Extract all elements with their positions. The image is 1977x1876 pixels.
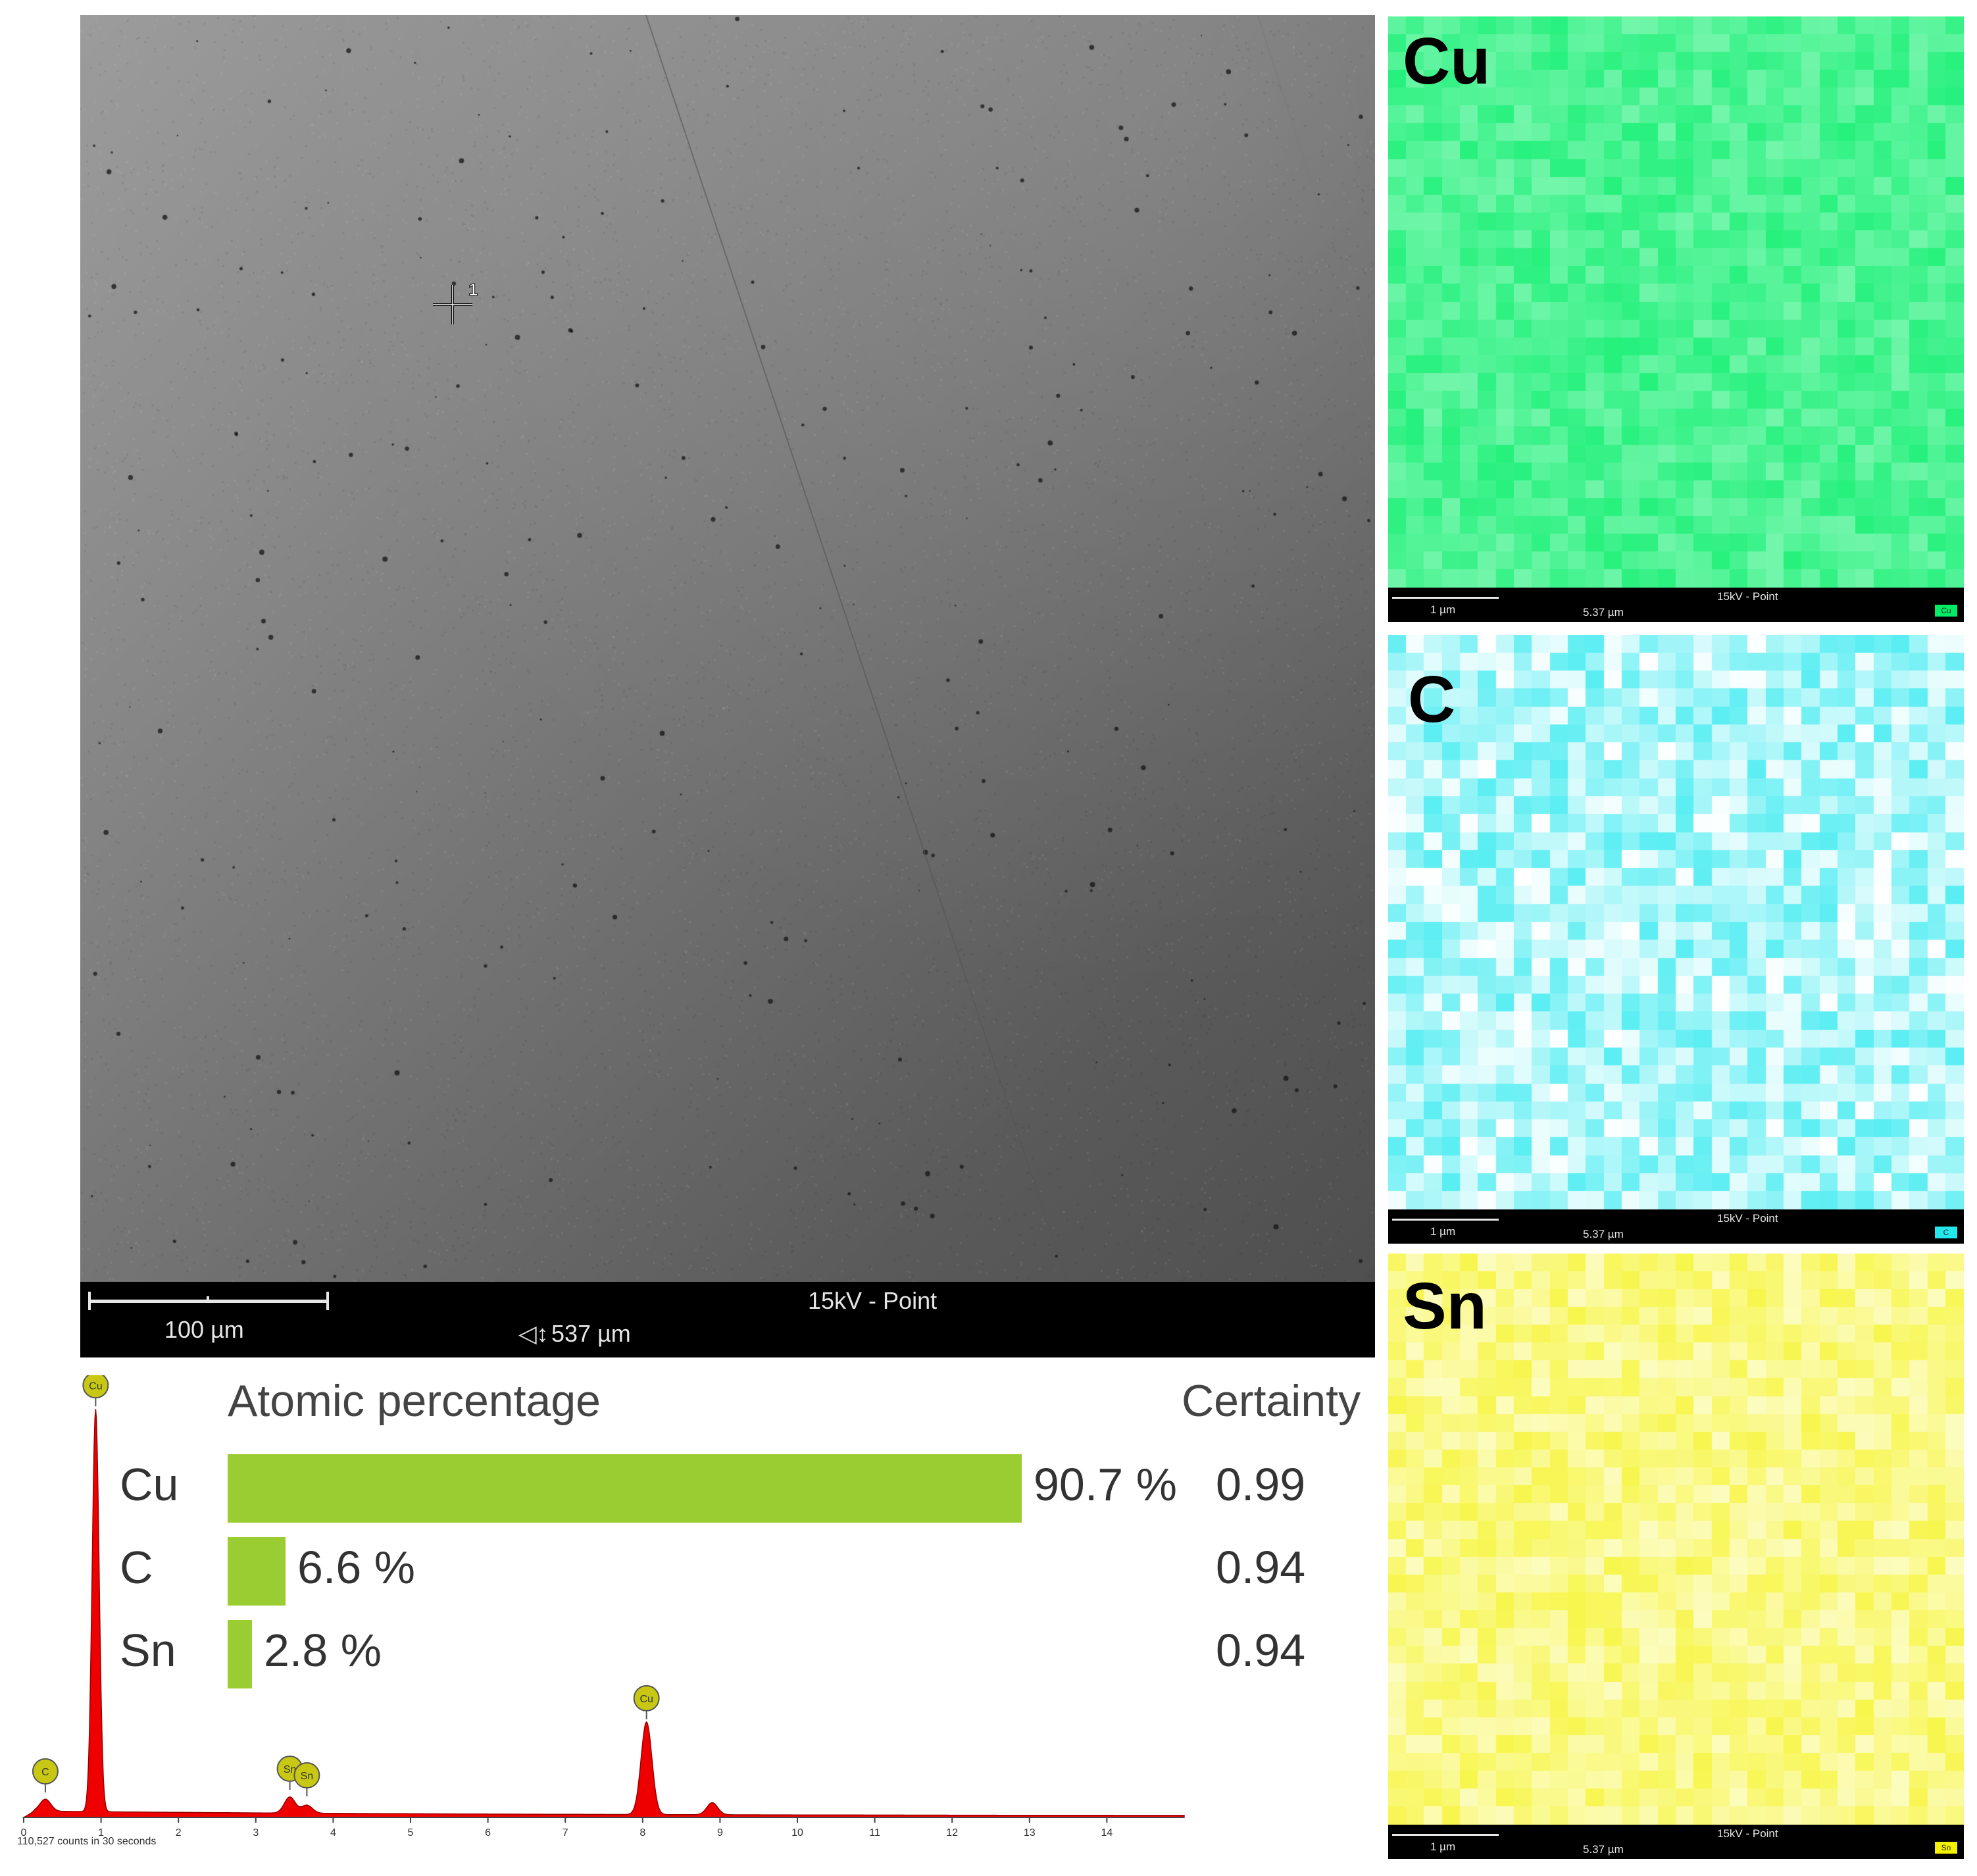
atomic-percentage-table: Atomic percentage Certainty Cu 90.7 % 0.… (105, 1375, 1388, 1717)
x-tick-label: 11 (869, 1827, 880, 1838)
atomic-row-bar (228, 1620, 252, 1688)
sem-info-bar: 100 µm 15kV - Point ◁↕ 537 µm (80, 1282, 1375, 1357)
sem-micrograph: 1 100 µm 15kV - Point ◁↕ 537 µm (80, 15, 1375, 1357)
atomic-header: Atomic percentage (228, 1376, 601, 1426)
peak-marker[interactable] (293, 1762, 320, 1788)
atomic-row-certainty: 0.94 (1216, 1542, 1306, 1593)
x-tick-label: 7 (563, 1827, 568, 1838)
x-tick-label: 10 (791, 1827, 803, 1838)
element-chip: Cu (1935, 605, 1957, 617)
peak-marker[interactable] (32, 1758, 59, 1785)
scale-bar-tick-left (88, 1292, 91, 1310)
x-tick-label: 6 (485, 1827, 491, 1838)
x-tick-label: 9 (717, 1827, 723, 1838)
peak-marker-label: Cu (89, 1381, 102, 1392)
scale-bar-line (1392, 1219, 1499, 1221)
mode-label: 15kV - Point (1717, 1827, 1778, 1840)
element-map-pixels (1388, 1254, 1964, 1825)
field-width-icon: ◁↕ (518, 1320, 549, 1347)
scale-bar-label: 1 µm (1430, 603, 1456, 616)
atomic-row-bar (228, 1537, 286, 1606)
mode-label: 15kV - Point (1717, 590, 1778, 603)
atomic-row-value: 6.6 % (297, 1542, 415, 1593)
x-tick-label: 8 (639, 1827, 645, 1838)
scale-bar-label: 100 µm (164, 1316, 244, 1343)
x-tick-label: 12 (946, 1827, 958, 1838)
element-map-info-bar: 1 µm 15kV - Point 5.37 µm Sn (1388, 1825, 1964, 1859)
scale-bar-label: 1 µm (1430, 1840, 1456, 1853)
element-map-pixels (1388, 635, 1964, 1209)
atomic-row-value: 90.7 % (1034, 1459, 1177, 1510)
sem-texture (80, 15, 1375, 1282)
atomic-row-element: Cu (120, 1459, 179, 1510)
element-map-label: Sn (1403, 1269, 1487, 1343)
field-width-label: 5.37 µm (1583, 606, 1624, 619)
atomic-row-bar (228, 1454, 1022, 1523)
x-tick-label: 14 (1101, 1827, 1113, 1838)
eds-spectrum: 0 1 2 3 4 5 6 7 8 9 10 11 12 13 14 C Cu Sn Sn Cu 110,527 co… (13, 1375, 1197, 1862)
peak-marker-label: Sn (284, 1764, 297, 1775)
x-tick-label: 4 (330, 1827, 336, 1838)
element-map-info-bar: 1 µm 15kV - Point 5.37 µm C (1388, 1209, 1964, 1244)
peak-marker[interactable] (633, 1685, 660, 1711)
peak-marker[interactable] (82, 1375, 109, 1399)
x-tick-label: 3 (253, 1827, 259, 1838)
peak-marker-label: C (41, 1767, 49, 1778)
scale-bar-line (1392, 1834, 1499, 1836)
element-map-c: C 1 µm 15kV - Point 5.37 µm C (1388, 635, 1964, 1244)
sem-scratch-lines (645, 15, 1375, 1282)
atomic-row-certainty: 0.99 (1216, 1459, 1306, 1510)
mode-label: 15kV - Point (808, 1287, 938, 1314)
spectrum-area (22, 1409, 1185, 1818)
scale-bar-tick-right (326, 1292, 329, 1310)
element-map-sn: Sn 1 µm 15kV - Point 5.37 µm Sn (1388, 1254, 1964, 1859)
x-tick-label: 0 (21, 1827, 27, 1838)
element-map-label: Cu (1403, 24, 1491, 98)
atomic-row-element: Sn (120, 1625, 176, 1676)
field-width-label: 5.37 µm (1583, 1843, 1624, 1856)
scale-bar-tick-mid (207, 1296, 209, 1303)
x-tick-label: 2 (176, 1827, 182, 1838)
peak-marker-label: Cu (639, 1694, 653, 1705)
x-tick-label: 1 (98, 1827, 104, 1838)
element-map-info-bar: 1 µm 15kV - Point 5.37 µm Cu (1388, 588, 1964, 622)
peak-marker-label: Sn (301, 1771, 314, 1782)
x-tick-label: 5 (408, 1827, 414, 1838)
element-chip: C (1935, 1227, 1957, 1238)
element-map-pixels (1388, 16, 1964, 588)
x-tick-label: 13 (1024, 1827, 1036, 1838)
atomic-row-element: C (120, 1542, 153, 1593)
element-map-label: C (1408, 663, 1456, 736)
point-marker-label: 1 (468, 280, 478, 299)
mode-label: 15kV - Point (1717, 1212, 1778, 1225)
counts-label: 110,527 counts in 30 seconds (17, 1836, 157, 1847)
point-marker[interactable]: 1 (429, 278, 482, 331)
scale-bar-label: 1 µm (1430, 1225, 1456, 1238)
field-width-label: 5.37 µm (1583, 1228, 1624, 1240)
element-map-cu: Cu 1 µm 15kV - Point 5.37 µm Cu (1388, 16, 1964, 622)
certainty-header: Certainty (1182, 1376, 1361, 1426)
atomic-row-value: 2.8 % (264, 1625, 382, 1676)
field-width-label: 537 µm (551, 1320, 631, 1347)
element-chip: Sn (1935, 1842, 1957, 1854)
sem-image: 1 (80, 15, 1375, 1282)
scale-bar-line (1392, 597, 1499, 599)
atomic-row-certainty: 0.94 (1216, 1625, 1306, 1676)
